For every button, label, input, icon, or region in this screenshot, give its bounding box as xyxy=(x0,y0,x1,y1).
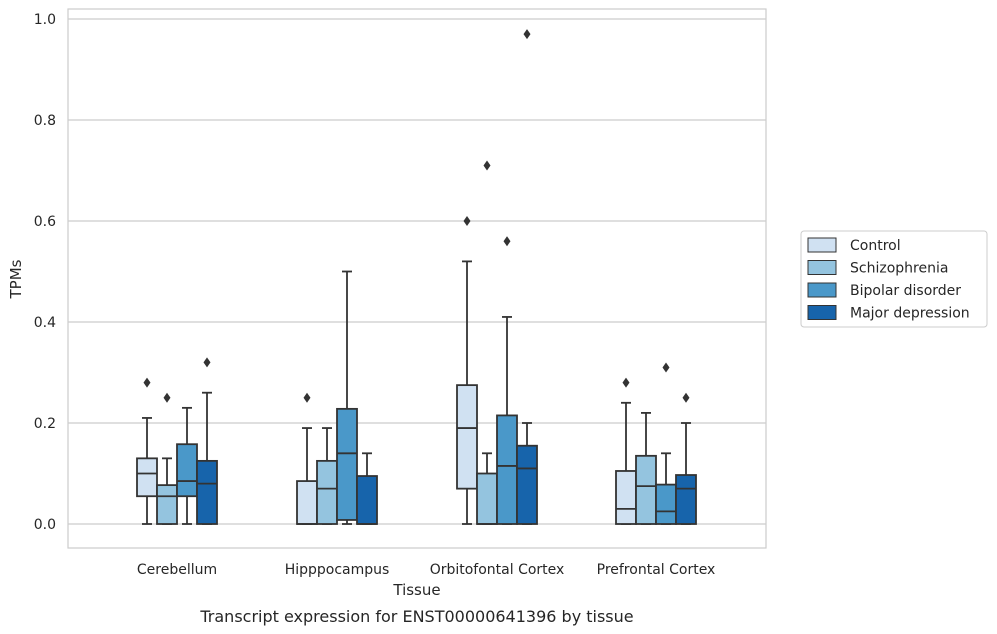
outlier-marker xyxy=(682,392,690,403)
outlier-marker xyxy=(483,160,491,171)
box-iqr xyxy=(316,459,338,525)
outlier-marker xyxy=(622,377,630,388)
box-iqr xyxy=(635,454,657,525)
chart-caption: Transcript expression for ENST0000064139… xyxy=(199,607,633,626)
y-tick-label: 1.0 xyxy=(34,12,56,28)
box-bipolar-disorder xyxy=(655,362,677,525)
box-major-depression xyxy=(196,357,218,525)
legend-swatch xyxy=(807,305,837,320)
box-iqr xyxy=(296,480,318,525)
y-axis-label: TPMs xyxy=(7,259,25,299)
box-iqr xyxy=(196,459,218,525)
box-control xyxy=(456,216,478,525)
x-tick-label: Cerebellum xyxy=(137,562,217,578)
x-axis-label: Tissue xyxy=(392,581,440,599)
box-iqr xyxy=(456,384,478,490)
outlier-marker xyxy=(463,216,471,226)
grid-lines xyxy=(68,18,766,525)
box-iqr xyxy=(476,472,498,525)
box-iqr xyxy=(655,483,677,525)
box-schizophrenia xyxy=(476,160,498,525)
box-control xyxy=(615,377,637,525)
outlier-marker xyxy=(662,362,670,373)
box-schizophrenia xyxy=(316,427,338,525)
box-group-cerebellum xyxy=(136,357,218,525)
x-tick-label: Orbitofontal Cortex xyxy=(430,562,565,578)
box-iqr xyxy=(516,444,538,525)
box-major-depression xyxy=(356,452,378,525)
outlier-marker xyxy=(503,236,511,247)
box-schizophrenia xyxy=(156,392,178,525)
box-iqr xyxy=(356,475,378,525)
box-major-depression xyxy=(675,392,697,525)
x-tick-label: Prefrontal Cortex xyxy=(597,562,716,578)
box-iqr xyxy=(615,470,637,525)
y-tick-labels: 0.0 0.2 0.4 0.6 0.8 1.0 xyxy=(34,12,56,533)
y-tick-label: 0.2 xyxy=(34,416,56,432)
box-group-orbitofontal-cortex xyxy=(456,29,538,525)
legend-label: Bipolar disorder xyxy=(850,283,961,299)
x-tick-label: Hipppocampus xyxy=(285,562,390,578)
box-bipolar-disorder xyxy=(176,406,198,525)
outlier-marker xyxy=(523,29,531,40)
legend-label: Control xyxy=(850,238,901,254)
box-schizophrenia xyxy=(635,411,657,525)
box-iqr xyxy=(675,474,697,525)
box-group-hipppocampus xyxy=(296,270,378,525)
outlier-marker xyxy=(203,357,211,368)
y-tick-label: 0.4 xyxy=(34,315,56,331)
box-major-depression xyxy=(516,29,538,525)
box-iqr xyxy=(336,407,358,521)
box-bipolar-disorder xyxy=(496,236,518,525)
y-tick-label: 0.8 xyxy=(34,113,56,129)
box-iqr xyxy=(156,484,178,525)
box-groups xyxy=(136,29,697,525)
legend-label: Schizophrenia xyxy=(850,261,948,277)
legend-label: Major depression xyxy=(850,306,970,322)
box-iqr xyxy=(136,457,158,498)
outlier-marker xyxy=(163,392,171,403)
legend-swatch xyxy=(807,282,837,298)
box-bipolar-disorder xyxy=(336,270,358,525)
legend-swatch xyxy=(807,237,837,253)
box-control xyxy=(136,377,158,525)
box-control xyxy=(296,392,318,525)
legend-frame xyxy=(800,230,988,328)
box-iqr xyxy=(496,414,518,525)
outlier-marker xyxy=(143,377,151,388)
y-tick-label: 0.6 xyxy=(34,214,56,230)
y-tick-label: 0.0 xyxy=(34,517,56,533)
legend: Control Schizophrenia Bipolar disorder Majo… xyxy=(800,230,988,328)
box-group-prefrontal-cortex xyxy=(615,362,697,525)
box-iqr xyxy=(176,443,198,498)
plot-area-frame xyxy=(67,8,767,549)
x-tick-labels: Cerebellum Hipppocampus Orbitofontal Corte… xyxy=(137,562,715,578)
legend-swatch xyxy=(807,260,837,275)
outlier-marker xyxy=(303,392,311,403)
